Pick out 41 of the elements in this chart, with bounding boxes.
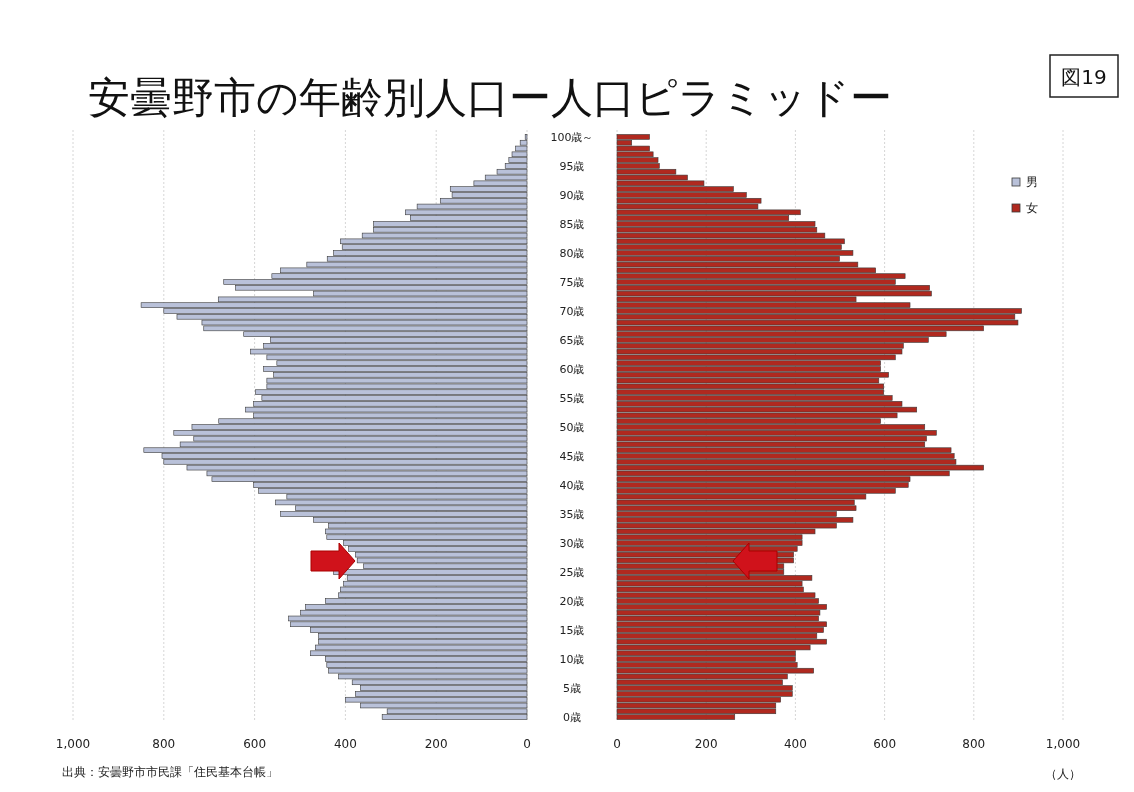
y-tick-label: 70歳 <box>559 304 585 318</box>
x-tick-label: 800 <box>152 737 176 751</box>
y-tick-label: 20歳 <box>559 595 585 609</box>
y-tick-label: 35歳 <box>559 508 585 522</box>
x-tick-label: 1,000 <box>55 737 91 751</box>
x-tick-label: 200 <box>694 737 718 751</box>
legend: 女 <box>1011 201 1038 215</box>
y-tick-label: 90歳 <box>559 188 585 202</box>
y-tick-label: 75歳 <box>559 275 585 289</box>
x-tick-label: 400 <box>783 737 807 751</box>
x-tick-label: 400 <box>333 737 357 751</box>
chart-title: 安曇野市の年齢別人口ー人口ピラミッドー <box>88 73 892 122</box>
y-tick-label: 50歳 <box>559 421 585 434</box>
y-tick-label: 60歳 <box>559 362 585 376</box>
source-note: 出典：安曇野市市民課「住民基本台帳」 <box>62 765 278 779</box>
caption: 図19 <box>1061 65 1107 89</box>
y-tick-label: 15歳 <box>559 624 585 638</box>
legend: 男 <box>1011 175 1038 189</box>
x-tick-label: 0 <box>523 737 531 751</box>
x-tick-label: 600 <box>243 737 267 751</box>
x-tick-label: 200 <box>424 737 448 751</box>
x-tick-label: 0 <box>613 737 621 751</box>
y-tick-label: 85歳 <box>559 217 585 231</box>
y-tick-label: 65歳 <box>559 333 585 347</box>
y-tick-label: 95歳 <box>559 159 585 173</box>
x-tick-label: 600 <box>873 737 897 751</box>
y-tick-label: 5歳 <box>563 682 581 696</box>
y-tick-label: 40歳 <box>559 479 585 493</box>
y-tick-label: 80歳 <box>559 246 585 260</box>
x-tick-label: 800 <box>962 737 986 751</box>
y-tick-label: 25歳 <box>559 566 585 580</box>
x-axis-title: （人） <box>1045 767 1081 781</box>
y-tick-label: 55歳 <box>559 391 585 405</box>
y-tick-label: 45歳 <box>559 450 585 464</box>
y-tick-label: 10歳 <box>559 653 585 667</box>
legend-label: 女 <box>1026 201 1038 215</box>
y-tick-label: 100歳～ <box>550 130 594 144</box>
y-tick-label: 0歳 <box>563 711 581 725</box>
x-tick-label: 1,000 <box>1045 737 1081 751</box>
y-tick-label: 30歳 <box>559 537 585 551</box>
legend-label: 男 <box>1026 175 1038 189</box>
